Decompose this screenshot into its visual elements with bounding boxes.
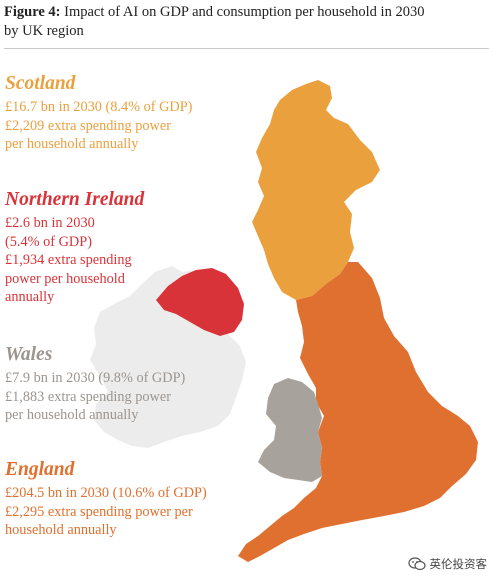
region-line: annually <box>5 289 55 305</box>
region-name-england: England <box>5 459 75 480</box>
figure-title-line1: Impact of AI on GDP and consumption per … <box>60 4 425 20</box>
scotland-shape <box>252 80 380 300</box>
figure-title-line2: by UK region <box>4 23 84 39</box>
region-name-scotland: Scotland <box>5 73 76 94</box>
region-name-northern-ireland: Northern Ireland <box>5 189 145 210</box>
wales-shape <box>258 378 322 482</box>
region-line: £2.6 bn in 2030 <box>5 215 95 231</box>
ireland-shape <box>90 266 246 448</box>
region-line: £1,934 extra spending <box>5 252 132 268</box>
region-line: household annually <box>5 522 117 538</box>
region-england: England £204.5 bn in 2030 (10.6% of GDP)… <box>5 458 207 540</box>
region-scotland: Scotland £16.7 bn in 2030 (8.4% of GDP) … <box>5 72 192 154</box>
region-name-wales: Wales <box>5 344 53 365</box>
region-wales: Wales £7.9 bn in 2030 (9.8% of GDP) £1,8… <box>5 343 185 425</box>
region-line: £16.7 bn in 2030 (8.4% of GDP) <box>5 99 193 115</box>
northern-ireland-shape <box>156 268 244 336</box>
region-line: £204.5 bn in 2030 (10.6% of GDP) <box>5 485 207 501</box>
region-line: per household annually <box>5 407 139 423</box>
region-northern-ireland: Northern Ireland £2.6 bn in 2030 (5.4% o… <box>5 188 144 307</box>
title-divider <box>4 48 489 49</box>
region-line: £2,209 extra spending power <box>5 117 171 134</box>
region-line: £7.9 bn in 2030 (9.8% of GDP) <box>5 370 186 386</box>
figure-title: Figure 4: Impact of AI on GDP and consum… <box>4 3 489 41</box>
region-line: £2,295 extra spending power per <box>5 503 193 520</box>
region-line: £1,883 extra spending power <box>5 388 171 405</box>
figure-number: Figure 4: <box>4 4 61 20</box>
england-shape <box>238 262 478 562</box>
watermark-text: 英伦投资客 <box>429 557 488 571</box>
watermark: 英伦投资客 <box>407 556 488 572</box>
region-line: (5.4% of GDP) <box>5 233 92 250</box>
wechat-icon <box>407 557 426 571</box>
region-line: power per household <box>5 270 125 287</box>
region-line: per household annually <box>5 136 139 152</box>
